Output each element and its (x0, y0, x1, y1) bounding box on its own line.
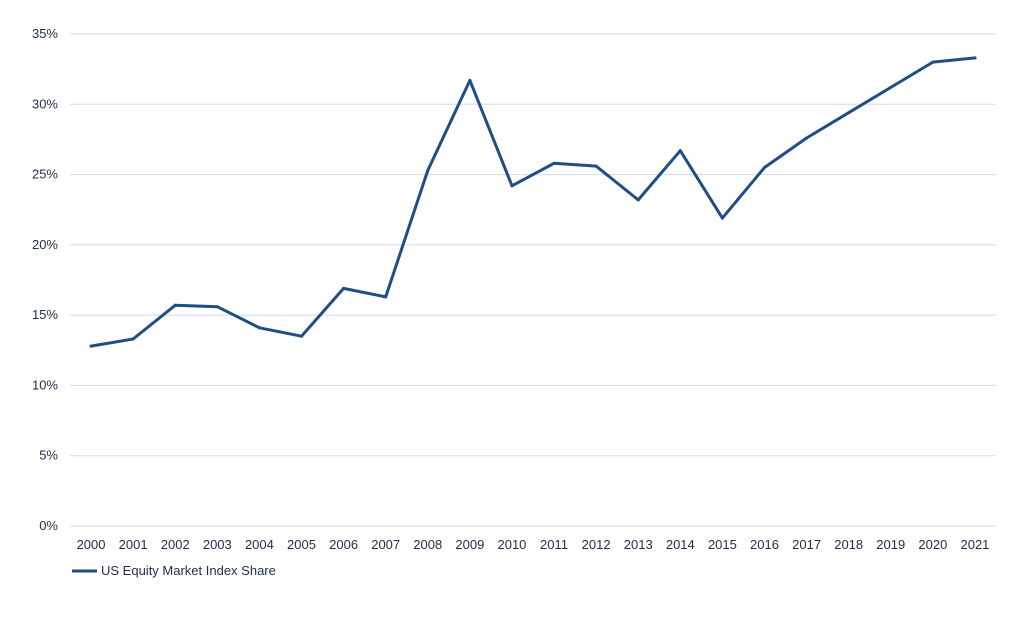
data-point (931, 60, 935, 64)
y-tick-label: 10% (32, 377, 58, 392)
legend: US Equity Market Index Share (72, 563, 276, 578)
x-tick-label: 2021 (960, 537, 989, 552)
data-point (510, 184, 514, 188)
y-tick-label: 5% (39, 448, 58, 463)
x-tick-label: 2010 (497, 537, 526, 552)
y-tick-label: 15% (32, 307, 58, 322)
x-tick-label: 2020 (918, 537, 947, 552)
y-tick-label: 0% (39, 518, 58, 533)
x-tick-label: 2006 (329, 537, 358, 552)
data-point (89, 344, 93, 348)
series-lines (89, 56, 977, 348)
x-tick-label: 2016 (750, 537, 779, 552)
x-tick-label: 2012 (582, 537, 611, 552)
data-point (257, 326, 261, 330)
data-point (805, 136, 809, 140)
x-tick-label: 2005 (287, 537, 316, 552)
x-tick-label: 2007 (371, 537, 400, 552)
data-point (720, 216, 724, 220)
x-tick-label: 2015 (708, 537, 737, 552)
data-point (889, 85, 893, 89)
x-tick-label: 2002 (161, 537, 190, 552)
y-tick-label: 25% (32, 167, 58, 182)
x-tick-label: 2000 (77, 537, 106, 552)
x-tick-label: 2013 (624, 537, 653, 552)
data-point (426, 168, 430, 172)
x-tick-label: 2014 (666, 537, 695, 552)
x-tick-label: 2017 (792, 537, 821, 552)
data-point (342, 286, 346, 290)
x-tick-label: 2001 (119, 537, 148, 552)
x-axis-ticks: 2000 2001 2002 2003 2004 2005 2006 2007 2008 2009… (77, 537, 990, 552)
data-point (215, 305, 219, 309)
data-point (300, 334, 303, 338)
x-tick-label: 2019 (876, 537, 905, 552)
data-point (973, 56, 977, 60)
data-point (468, 78, 472, 82)
x-tick-label: 2003 (203, 537, 232, 552)
data-point (763, 166, 766, 170)
y-tick-label: 20% (32, 237, 58, 252)
x-tick-label: 2018 (834, 537, 863, 552)
data-point (636, 198, 640, 202)
series-line (89, 56, 977, 348)
y-tick-label: 30% (32, 96, 58, 111)
data-point (847, 111, 851, 115)
data-point (678, 149, 682, 153)
legend-label: US Equity Market Index Share (101, 563, 276, 578)
y-axis-ticks: 0% 5% 10% 15% 20% 25% 30% 35% (32, 26, 58, 533)
x-tick-label: 2009 (455, 537, 484, 552)
y-tick-label: 35% (32, 26, 58, 41)
x-tick-label: 2011 (540, 537, 568, 552)
data-point (384, 295, 388, 299)
data-point (173, 303, 177, 307)
data-point (594, 164, 598, 168)
x-tick-label: 2004 (245, 537, 274, 552)
x-tick-label: 2008 (413, 537, 442, 552)
data-point (131, 337, 135, 341)
data-point (552, 161, 556, 165)
